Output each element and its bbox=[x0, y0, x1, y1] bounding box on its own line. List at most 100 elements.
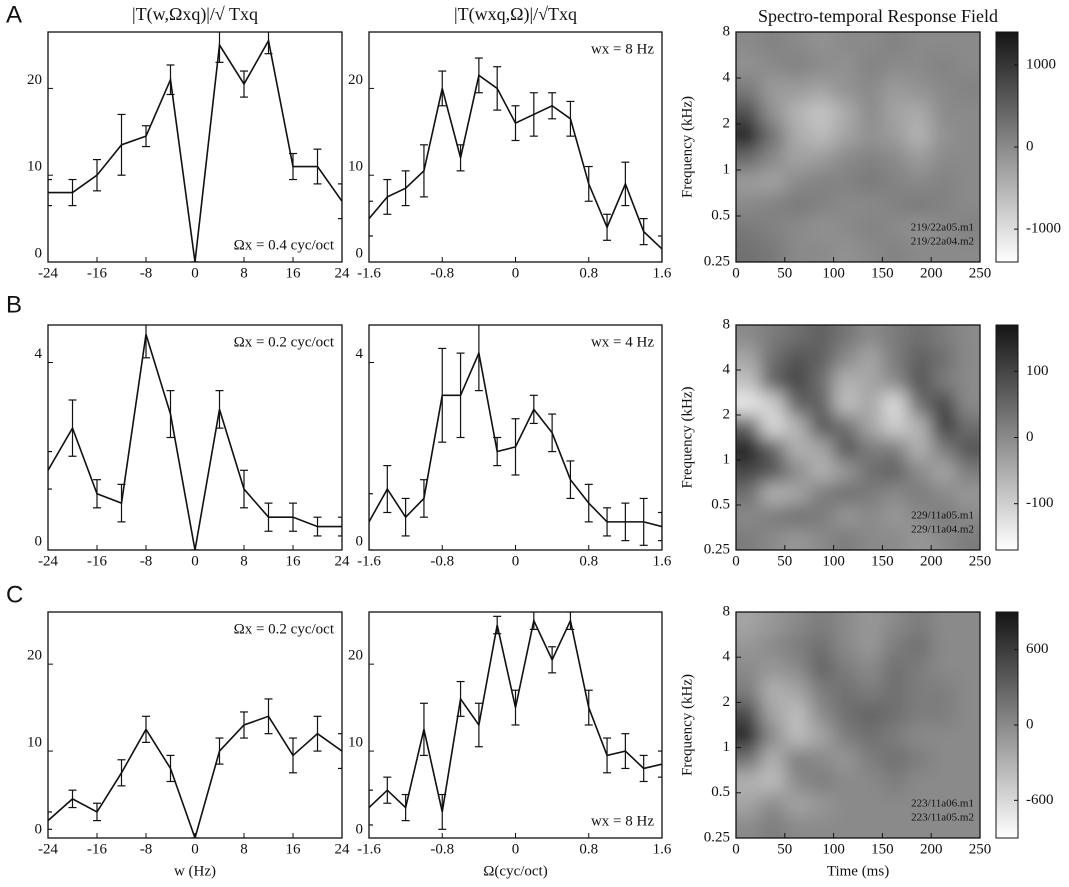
heatmap-cell bbox=[736, 55, 761, 79]
heatmap-cell bbox=[955, 482, 980, 506]
heatmap-cell bbox=[906, 124, 932, 148]
heatmap-cell bbox=[833, 370, 859, 393]
heatmap-cell bbox=[906, 505, 932, 528]
heatmap-cell bbox=[906, 193, 932, 217]
plot-area bbox=[48, 325, 342, 550]
heatmap-cell bbox=[858, 347, 883, 371]
x-tick-label: 100 bbox=[822, 553, 845, 569]
heatmap-cell bbox=[858, 679, 883, 703]
heatmap-cell bbox=[955, 101, 980, 125]
heatmap-cell bbox=[858, 527, 883, 550]
heatmap-cell bbox=[906, 147, 932, 171]
error-bar bbox=[117, 759, 126, 787]
heatmap-cell bbox=[931, 612, 957, 636]
heatmap-cell bbox=[833, 392, 859, 416]
chart-title: |T(w,Ωxq)|/√ Txq bbox=[132, 4, 258, 25]
heatmap-cell bbox=[955, 679, 980, 703]
error-bar bbox=[142, 715, 150, 743]
error-bar bbox=[493, 615, 502, 635]
plot-frame bbox=[47, 324, 343, 551]
heatmap-cell bbox=[833, 193, 859, 217]
heatmap-cell bbox=[931, 124, 957, 148]
error-bar bbox=[548, 413, 557, 453]
y-tick-label: 4 bbox=[723, 649, 731, 665]
heatmap-cell bbox=[906, 370, 932, 393]
heatmap-cell bbox=[784, 725, 810, 749]
x-tick-label: -8 bbox=[140, 265, 153, 281]
plot-frame bbox=[735, 31, 981, 263]
heatmap-cell bbox=[931, 460, 957, 483]
heatmap-cell bbox=[931, 239, 957, 262]
heatmap-cell bbox=[736, 170, 761, 194]
y-tick-label: 0.5 bbox=[711, 784, 730, 800]
heatmap-cell bbox=[858, 725, 883, 749]
data-line bbox=[48, 715, 342, 838]
error-bar bbox=[240, 711, 248, 739]
heatmap-cell bbox=[882, 32, 908, 56]
heatmap-cell bbox=[955, 78, 980, 102]
heatmap-cell bbox=[931, 170, 957, 194]
heatmap-cell bbox=[882, 55, 908, 79]
y-tick-label: 4 bbox=[723, 69, 731, 85]
x-tick-label: 100 bbox=[822, 841, 845, 857]
x-tick-label: -8 bbox=[140, 553, 153, 569]
heatmap-cell bbox=[809, 792, 835, 816]
y-tick-label: 20 bbox=[27, 72, 42, 88]
x-tick-label: -1.6 bbox=[357, 841, 381, 857]
x-tick-label: -24 bbox=[38, 265, 58, 281]
plot-area bbox=[369, 612, 662, 830]
heatmap-cell bbox=[882, 770, 908, 794]
heatmap-cell bbox=[882, 792, 908, 816]
error-bar bbox=[456, 352, 465, 439]
error-bar bbox=[621, 161, 630, 207]
heatmap-cell bbox=[906, 101, 932, 125]
heatmap-cell bbox=[833, 460, 859, 483]
data-line bbox=[48, 38, 342, 262]
error-bar bbox=[215, 32, 224, 63]
heatmap-cell bbox=[931, 505, 957, 528]
heatmap-cell bbox=[760, 792, 786, 816]
heatmap-cell bbox=[809, 370, 835, 393]
heatmap-cell bbox=[882, 527, 908, 550]
x-tick-label: -24 bbox=[38, 841, 58, 857]
heatmap-cell bbox=[858, 216, 883, 240]
heatmap-cell bbox=[784, 392, 810, 416]
heatmap-cell bbox=[858, 702, 883, 726]
heatmap-cell bbox=[906, 325, 932, 348]
heatmap-cell bbox=[760, 634, 786, 658]
error-bar bbox=[369, 789, 373, 826]
heatmap-cell bbox=[858, 792, 883, 816]
y-tick-label: 1 bbox=[723, 161, 731, 177]
heatmap-cell bbox=[809, 657, 835, 681]
error-bar bbox=[48, 811, 52, 830]
heatmap-cell bbox=[858, 147, 883, 171]
heatmap-cell bbox=[931, 78, 957, 102]
panel-label: B bbox=[6, 291, 22, 318]
heatmap-cell bbox=[736, 815, 761, 838]
heatmap-cell bbox=[906, 392, 932, 416]
annotation: 229/11a04.m2 bbox=[911, 524, 974, 536]
x-tick-label: 250 bbox=[969, 265, 992, 281]
heatmap-cell bbox=[931, 216, 957, 240]
heatmap-cell bbox=[906, 792, 932, 816]
heatmap-cell bbox=[784, 657, 810, 681]
error-bar bbox=[419, 479, 428, 518]
colorbar-tick-label: 0 bbox=[1026, 138, 1034, 154]
y-tick-label: 0 bbox=[356, 821, 364, 837]
heatmap-cell bbox=[858, 415, 883, 438]
x-tick-label: 8 bbox=[240, 841, 248, 857]
heatmap-cell bbox=[833, 679, 859, 703]
heatmap-cell bbox=[809, 325, 835, 348]
heatmap-cell bbox=[833, 482, 859, 506]
heatmap-cell bbox=[736, 702, 761, 726]
heatmap-cell bbox=[955, 415, 980, 438]
error-bar bbox=[48, 178, 52, 207]
heatmap-cell bbox=[955, 725, 980, 749]
x-tick-label: 200 bbox=[920, 265, 943, 281]
heatmap-cell bbox=[833, 124, 859, 148]
heatmap-cell bbox=[858, 370, 883, 393]
plot-frame bbox=[47, 611, 343, 839]
heatmap-cell bbox=[760, 679, 786, 703]
heatmap-cell bbox=[906, 415, 932, 438]
heatmap-cell bbox=[809, 78, 835, 102]
